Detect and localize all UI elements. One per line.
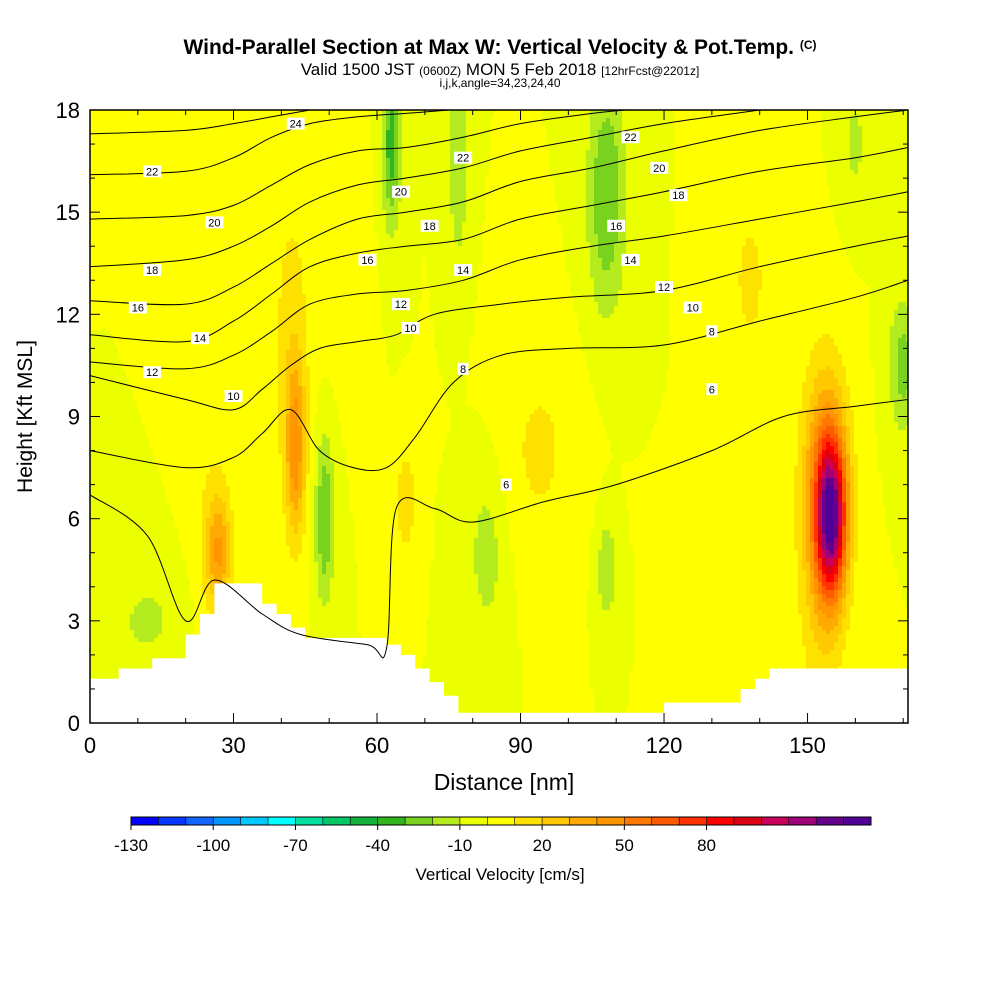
- x-tick-label: 150: [789, 733, 826, 758]
- colorbar-swatch: [679, 817, 707, 825]
- contour-label-extra-14: 22: [457, 153, 469, 165]
- colorbar-swatch: [378, 817, 406, 825]
- colorbar-tick-label: -100: [196, 836, 230, 855]
- colorbar-label: Vertical Velocity [cm/s]: [415, 865, 584, 884]
- contour-label-extra-6: 14: [457, 265, 469, 277]
- colorbar-swatch: [405, 817, 433, 825]
- contour-label-20: 20: [208, 217, 220, 229]
- colorbar-swatch: [515, 817, 543, 825]
- colorbar-swatch: [734, 817, 762, 825]
- colorbar-tick-label: -40: [365, 836, 390, 855]
- colorbar-swatch: [624, 817, 652, 825]
- colorbar-swatch: [570, 817, 598, 825]
- colorbar-tick-label: 80: [697, 836, 716, 855]
- contour-label-extra-9: 16: [610, 221, 622, 233]
- y-tick-label: 3: [68, 609, 80, 634]
- colorbar-swatch: [487, 817, 515, 825]
- colorbar-tick-label: -70: [283, 836, 308, 855]
- colorbar-swatch: [460, 817, 488, 825]
- y-axis-label: Height [Kft MSL]: [14, 340, 37, 493]
- y-tick-label: 18: [56, 98, 80, 123]
- contour-label-16: 16: [132, 303, 144, 315]
- y-tick-label: 6: [68, 507, 80, 532]
- contour-label-extra-15: 22: [624, 132, 636, 144]
- contour-label-14: 14: [194, 333, 206, 345]
- colorbar-swatch: [844, 817, 872, 825]
- contour-label-12: 12: [146, 367, 158, 379]
- x-tick-label: 30: [221, 733, 245, 758]
- colorbar-tick-label: -130: [114, 836, 148, 855]
- contour-label-extra-7: 14: [624, 255, 636, 267]
- x-tick-label: 90: [508, 733, 532, 758]
- contour-label-extra-5: 12: [658, 282, 670, 294]
- x-tick-label: 60: [365, 733, 389, 758]
- colorbar-swatch: [131, 817, 159, 825]
- contour-label-extra-4: 12: [395, 299, 407, 311]
- colorbar-swatch: [789, 817, 817, 825]
- contour-label-24: 24: [290, 119, 302, 131]
- x-tick-label: 120: [646, 733, 683, 758]
- contour-label-6: 6: [503, 480, 509, 492]
- y-tick-label: 9: [68, 405, 80, 430]
- colorbar-swatch: [816, 817, 844, 825]
- cross-section-chart: 6 8 10 12 14 16 18 20 22 24 6 8 10 10 12 12 14 14 16 16 18 18…: [0, 0, 1000, 1000]
- contour-label-extra-1: 8: [709, 326, 715, 338]
- colorbar-swatch: [761, 817, 789, 825]
- colorbar-swatch: [186, 817, 214, 825]
- colorbar: -130 -100 -70 -40 -10 20 50 80 Vertical Velocity…: [114, 817, 872, 884]
- colorbar-tick-label: 20: [533, 836, 552, 855]
- contour-label-extra-8: 16: [361, 255, 373, 267]
- colorbar-swatch: [597, 817, 625, 825]
- contour-label-8: 8: [460, 364, 466, 376]
- x-axis-label: Distance [nm]: [434, 769, 575, 795]
- contour-label-extra-10: 18: [424, 221, 436, 233]
- colorbar-swatch: [350, 817, 378, 825]
- x-tick-label: 0: [84, 733, 96, 758]
- colorbar-swatch: [542, 817, 570, 825]
- contour-label-extra-2: 10: [404, 323, 416, 335]
- contour-label-10: 10: [227, 391, 239, 403]
- contour-label-18: 18: [146, 265, 158, 277]
- colorbar-tick-label: 50: [615, 836, 634, 855]
- contour-label-extra-11: 18: [672, 190, 684, 202]
- contour-label-extra-13: 20: [653, 163, 665, 175]
- colorbar-swatch: [652, 817, 680, 825]
- colorbar-swatch: [268, 817, 296, 825]
- colorbar-swatch: [707, 817, 735, 825]
- contour-label-22: 22: [146, 166, 158, 178]
- y-tick-label: 15: [56, 200, 80, 225]
- y-tick-label: 12: [56, 302, 80, 327]
- colorbar-tick-label: -10: [448, 836, 473, 855]
- y-tick-label: 0: [68, 711, 80, 736]
- contour-label-extra-12: 20: [395, 187, 407, 199]
- colorbar-swatch: [213, 817, 241, 825]
- colorbar-swatch: [323, 817, 351, 825]
- colorbar-swatch: [158, 817, 186, 825]
- colorbar-swatch: [241, 817, 269, 825]
- contour-label-extra-3: 10: [687, 303, 699, 315]
- contour-label-extra-0: 6: [709, 384, 715, 396]
- colorbar-swatch: [295, 817, 323, 825]
- colorbar-swatch: [432, 817, 460, 825]
